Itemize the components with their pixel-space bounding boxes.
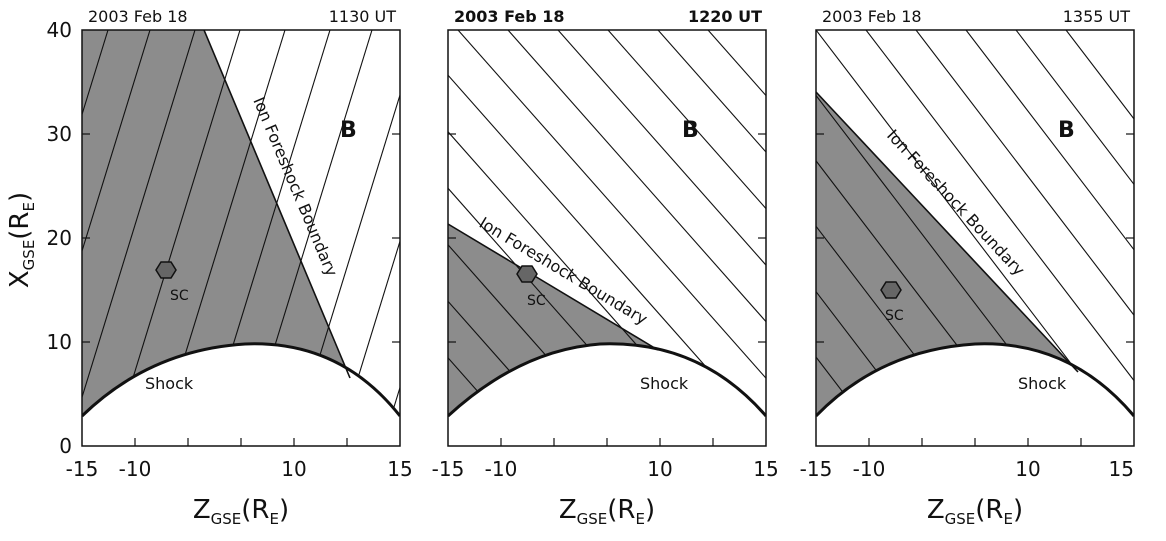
panel-1-time: 1130 UT xyxy=(329,7,397,26)
panel-2-date: 2003 Feb 18 xyxy=(454,7,565,26)
svg-text:15: 15 xyxy=(387,457,412,481)
panel-1-shock-label: Shock xyxy=(145,374,194,393)
shock-curve xyxy=(816,342,1134,418)
panel-3-field-label: B xyxy=(1058,118,1075,143)
panel-1-date: 2003 Feb 18 xyxy=(88,7,188,26)
svg-text:10: 10 xyxy=(1015,457,1040,481)
panel-3-shock-label: Shock xyxy=(1018,374,1067,393)
panel-2-x-label: ZGSE(RE) xyxy=(559,495,655,528)
svg-text:-10: -10 xyxy=(853,457,886,481)
svg-text:-10: -10 xyxy=(485,457,518,481)
panel-1: 2003 Feb 18 1130 UT B Ion Foreshock Boun… xyxy=(66,7,413,528)
y-tick-0: 0 xyxy=(59,434,72,458)
panel-2-sc-label: SC xyxy=(527,293,546,309)
svg-text:15: 15 xyxy=(753,457,778,481)
panel-2-x-ticks: -15 -10 10 15 xyxy=(432,457,779,481)
panel-3: 2003 Feb 18 1355 UT B Ion Foreshock Boun… xyxy=(800,7,1135,528)
panel-2-time: 1220 UT xyxy=(688,7,762,26)
spacecraft-marker xyxy=(516,265,538,283)
svg-text:10: 10 xyxy=(281,457,306,481)
svg-text:XGSE(RE): XGSE(RE) xyxy=(5,192,38,288)
ion-foreshock-boundary-line xyxy=(448,223,659,351)
svg-text:-15: -15 xyxy=(66,457,99,481)
svg-text:-10: -10 xyxy=(119,457,152,481)
panel-1-field-label: B xyxy=(340,118,357,143)
ion-foreshock-boundary-line xyxy=(816,91,1079,373)
y-tick-30: 30 xyxy=(47,122,72,146)
y-tick-40: 40 xyxy=(47,18,72,42)
panel-2-shock-label: Shock xyxy=(640,374,689,393)
y-tick-labels: 0 10 20 30 40 xyxy=(47,18,72,458)
svg-text:10: 10 xyxy=(647,457,672,481)
ion-foreshock-boundary-line xyxy=(203,30,351,379)
y-axis-label: XGSE(RE) xyxy=(5,192,38,288)
y-tick-20: 20 xyxy=(47,226,72,250)
panel-3-sc-label: SC xyxy=(885,308,904,324)
foreshock-region xyxy=(448,224,658,416)
svg-text:15: 15 xyxy=(1109,457,1134,481)
svg-text:-15: -15 xyxy=(800,457,833,481)
foreshock-region xyxy=(816,92,1078,416)
spacecraft-marker xyxy=(155,261,177,279)
spacecraft-marker xyxy=(880,281,902,299)
panel-2: 2003 Feb 18 1220 UT B Ion Foreshock Boun… xyxy=(432,7,779,528)
panel-3-date: 2003 Feb 18 xyxy=(822,7,922,26)
svg-text:-15: -15 xyxy=(432,457,465,481)
panel-2-field-label: B xyxy=(682,118,699,143)
panel-3-x-ticks: -15 -10 10 15 xyxy=(800,457,1134,481)
panel-1-x-ticks: -15 -10 10 15 xyxy=(66,457,413,481)
panel-3-x-label: ZGSE(RE) xyxy=(927,495,1023,528)
y-tick-10: 10 xyxy=(47,330,72,354)
shock-curve xyxy=(82,342,400,418)
panel-1-sc-label: SC xyxy=(170,288,189,304)
shock-curve xyxy=(448,342,766,418)
panel-1-x-label: ZGSE(RE) xyxy=(193,495,289,528)
panel-3-time: 1355 UT xyxy=(1063,7,1131,26)
